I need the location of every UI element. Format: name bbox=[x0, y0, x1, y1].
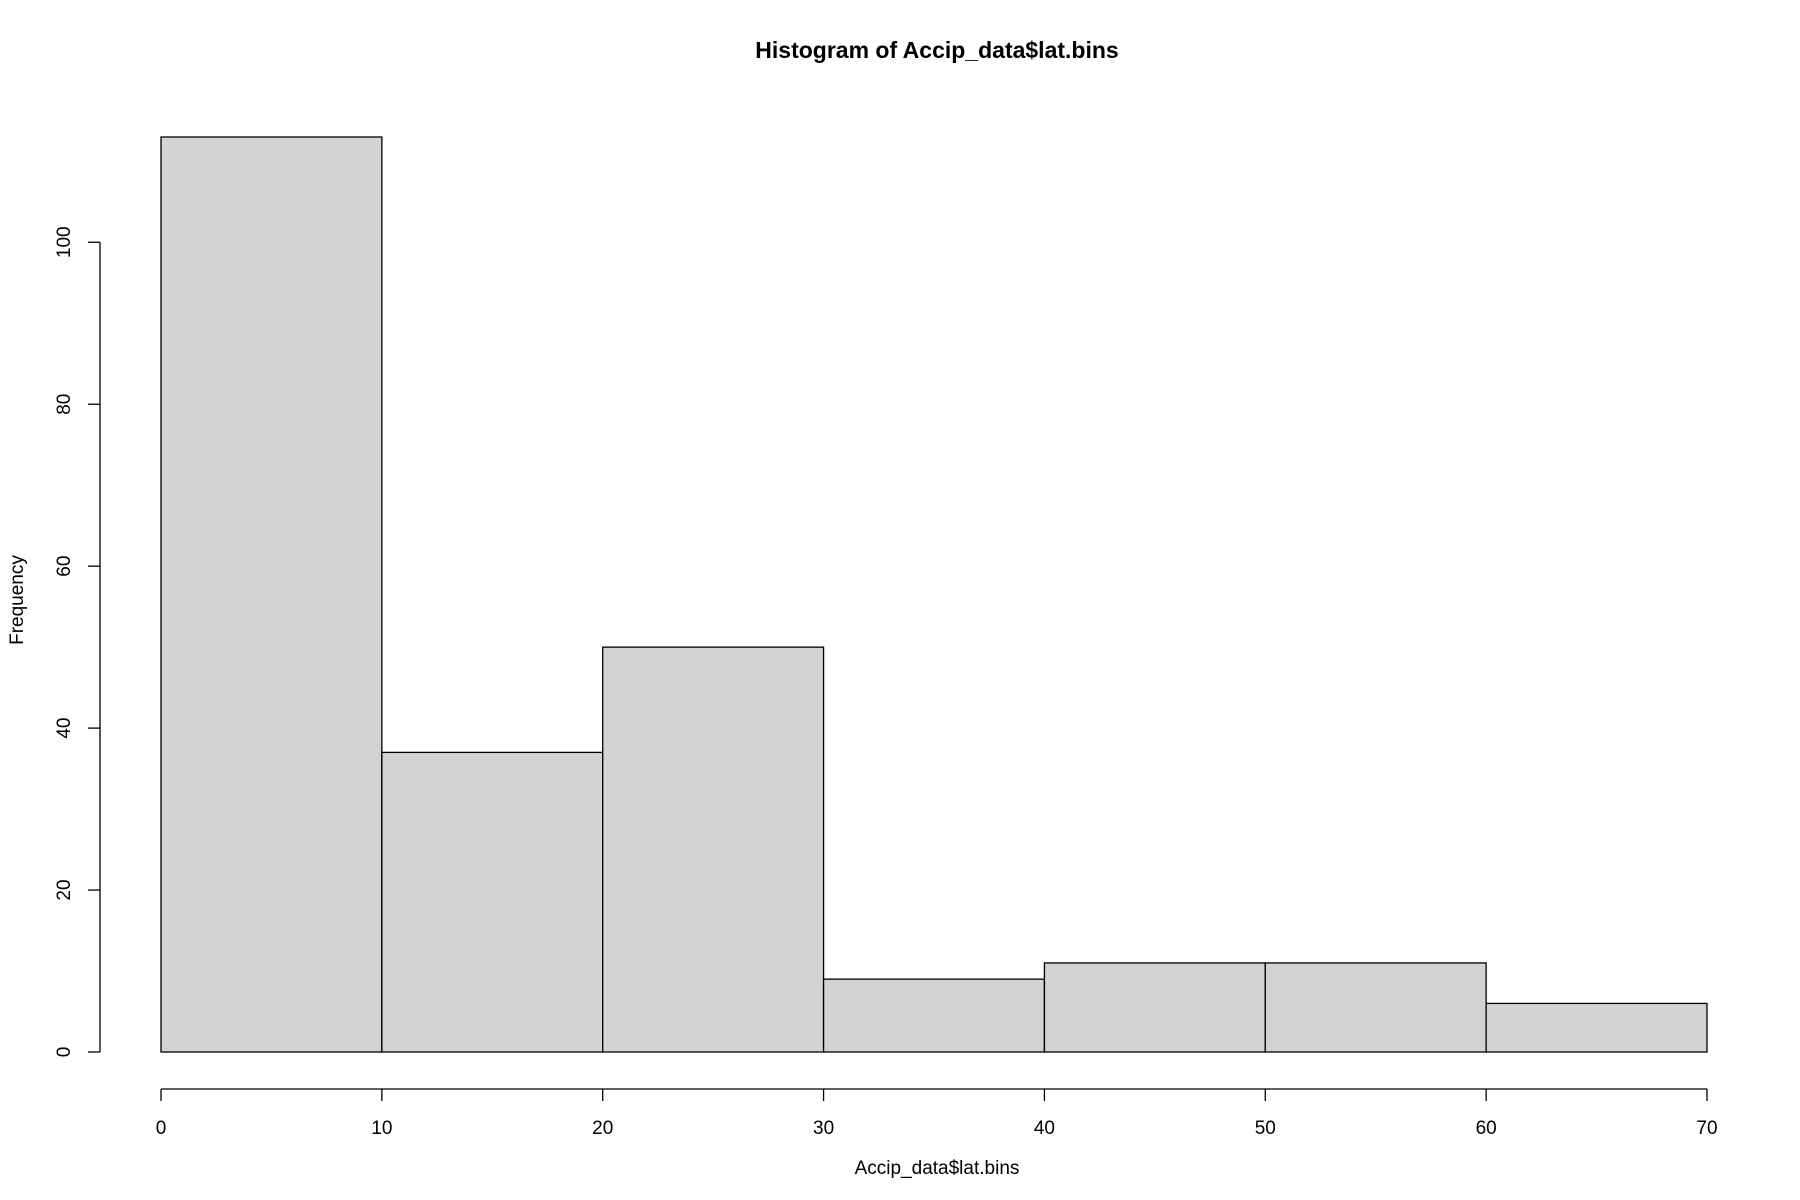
y-tick-label-0: 0 bbox=[54, 1047, 75, 1058]
y-axis: 0 20 40 60 80 100 bbox=[54, 226, 101, 1058]
x-tick-label-4: 40 bbox=[1034, 1118, 1055, 1139]
x-tick-label-1: 10 bbox=[371, 1118, 392, 1139]
x-tick-label-6: 60 bbox=[1476, 1118, 1497, 1139]
x-tick-label-7: 70 bbox=[1696, 1118, 1717, 1139]
histogram-bar-6 bbox=[1485, 1002, 1708, 1053]
x-axis-label: Accip_data$lat.bins bbox=[855, 1158, 1020, 1179]
bars-group bbox=[160, 136, 1708, 1053]
histogram-bar-3 bbox=[822, 978, 1046, 1053]
histogram-bar-0 bbox=[160, 136, 383, 1053]
y-axis-label: Frequency bbox=[7, 555, 28, 645]
y-tick-label-5: 100 bbox=[54, 226, 75, 258]
x-tick-label-3: 30 bbox=[813, 1118, 834, 1139]
histogram-bar-1 bbox=[381, 751, 604, 1053]
histogram-bar-2 bbox=[602, 646, 825, 1053]
y-tick-label-2: 40 bbox=[54, 718, 75, 739]
x-tick-label-2: 20 bbox=[592, 1118, 613, 1139]
x-tick-label-5: 50 bbox=[1255, 1118, 1276, 1139]
histogram-bar-5 bbox=[1264, 962, 1487, 1053]
x-axis: 0 10 20 30 40 50 60 70 bbox=[156, 1088, 1718, 1139]
chart-title: Histogram of Accip_data$lat.bins bbox=[755, 37, 1118, 63]
y-tick-label-3: 60 bbox=[54, 556, 75, 577]
y-tick-label-4: 80 bbox=[54, 394, 75, 415]
histogram-bar-4 bbox=[1043, 962, 1266, 1053]
x-tick-label-0: 0 bbox=[156, 1118, 167, 1139]
y-tick-label-1: 20 bbox=[54, 879, 75, 900]
